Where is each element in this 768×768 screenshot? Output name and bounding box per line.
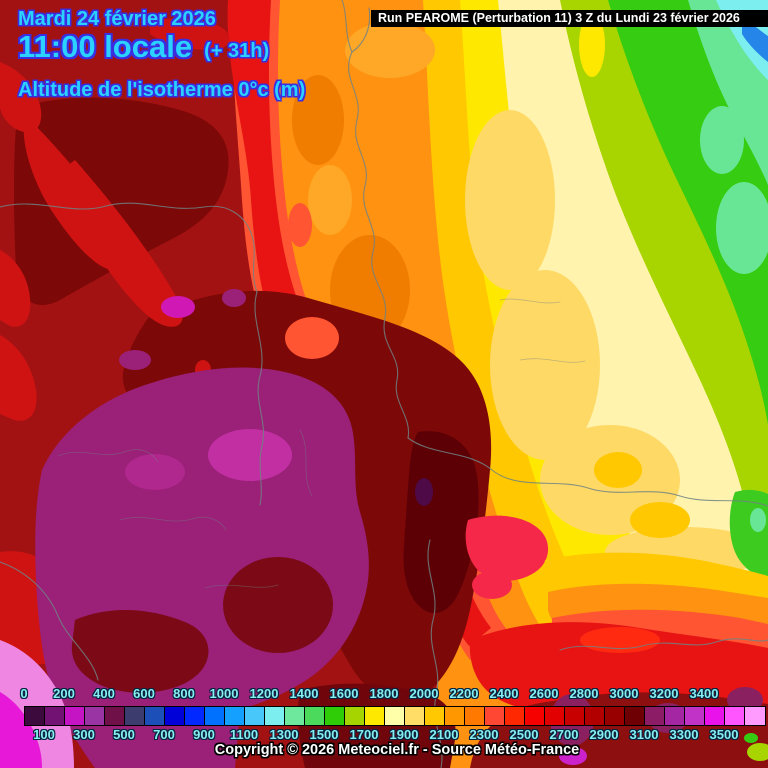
forecast-date: Mardi 24 février 2026 (18, 8, 216, 30)
forecast-time: 11:00 locale (+ 31h) (18, 29, 305, 65)
map-department-borders (57, 298, 586, 589)
forecast-hour-offset: (+ 31h) (204, 40, 270, 62)
forecast-local-time: 11:00 locale (18, 29, 193, 64)
map-purple-region (35, 289, 369, 768)
model-run-bar: Run PEAROME (Perturbation 11) 3 Z du Lun… (371, 10, 768, 27)
map-header: Mardi 24 février 2026 11:00 locale (+ 31h… (18, 8, 305, 102)
map-variable-label: Altitude de l'isotherme 0°c (m) (18, 79, 306, 101)
